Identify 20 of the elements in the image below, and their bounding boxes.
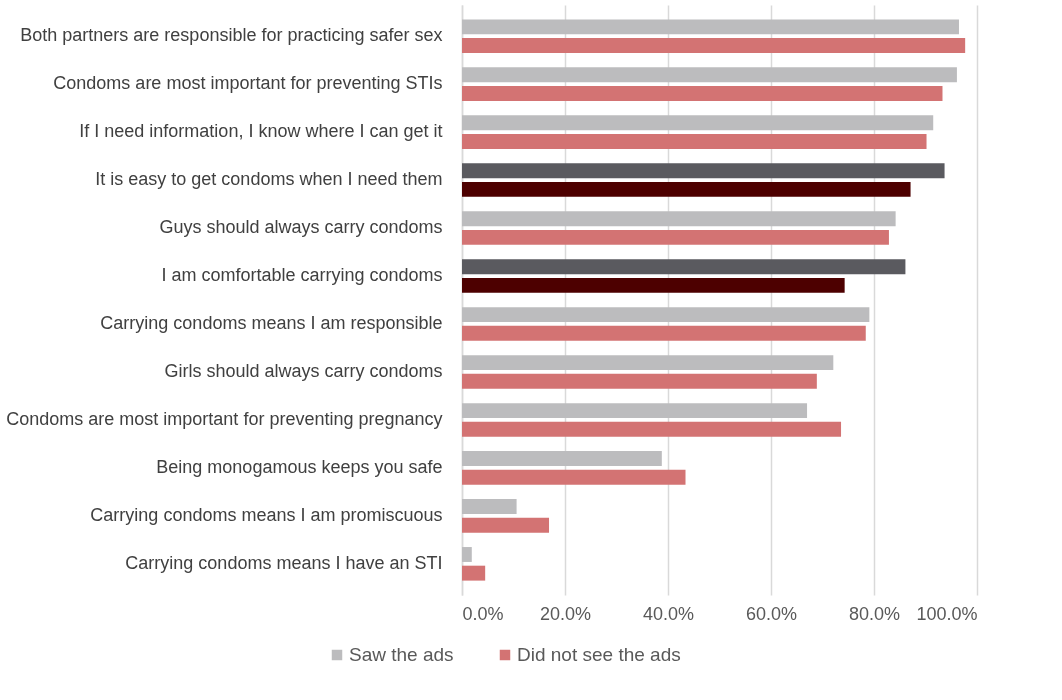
y-tick-label: Carrying condoms means I have an STI — [125, 552, 443, 573]
y-tick-label: Being monogamous keeps you safe — [156, 456, 443, 477]
legend-label: Saw the ads — [349, 644, 454, 665]
y-tick-label: If I need information, I know where I can get it — [79, 121, 443, 142]
x-tick-label: 0.0% — [462, 603, 504, 624]
x-tick-label: 100.0% — [916, 603, 978, 624]
y-tick-label: It is easy to get condoms when I need them — [95, 169, 443, 190]
x-tick-label: 80.0% — [848, 603, 901, 624]
y-tick-label: Condoms are most important for preventing pregnancy — [6, 408, 443, 429]
y-tick-label: Guys should always carry condoms — [159, 217, 443, 238]
y-tick-label: Condoms are most important for preventing STIs — [53, 73, 443, 94]
y-tick-label: Girls should always carry condoms — [164, 360, 443, 381]
x-tick-label: 20.0% — [539, 603, 592, 624]
legend-label: Did not see the ads — [517, 644, 681, 665]
y-tick-label: Carrying condoms means I am promiscuous — [90, 504, 443, 525]
y-tick-label: Both partners are responsible for practicing safer sex — [20, 25, 443, 46]
y-tick-label: Carrying condoms means I am responsible — [100, 312, 443, 333]
x-tick-label: 60.0% — [745, 603, 798, 624]
y-tick-label: I am comfortable carrying condoms — [161, 265, 443, 286]
x-tick-label: 40.0% — [642, 603, 695, 624]
